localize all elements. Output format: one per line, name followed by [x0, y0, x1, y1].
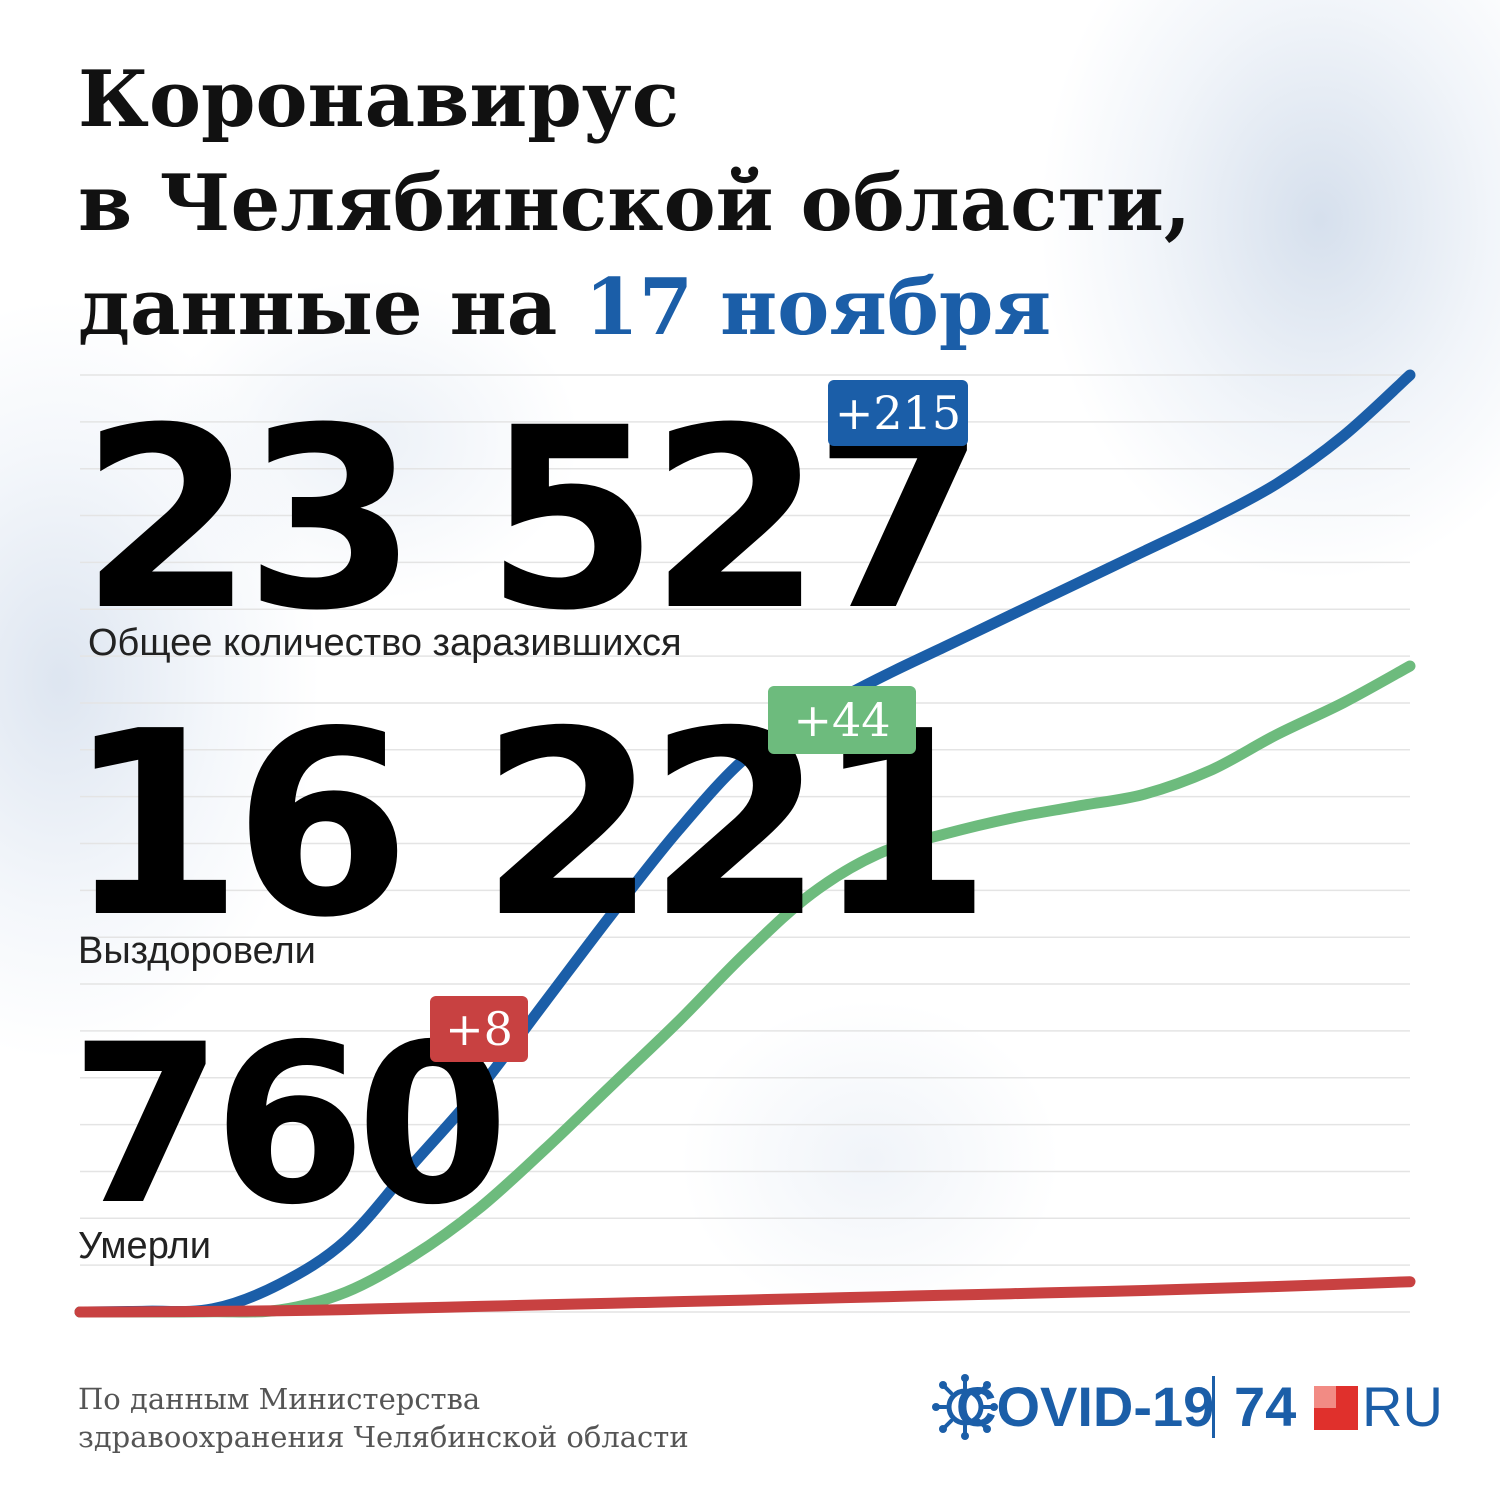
logo-74-text: 74 [1234, 1375, 1297, 1438]
source-note: По данным Министерства здравоохранения Ч… [78, 1380, 689, 1456]
cases-delta-badge: +215 [828, 380, 968, 446]
recovered-delta-badge: +44 [768, 686, 916, 754]
logo-ru-text: RU [1362, 1375, 1443, 1438]
recovered-label: Выздоровели [78, 930, 316, 972]
title-line-2: в Челябинской области, [78, 158, 1192, 249]
chart-series [74, 369, 1416, 1318]
title-date-highlight: 17 ноября [584, 262, 1052, 353]
source-line-2: здравоохранения Челябинской области [78, 1420, 689, 1454]
cases-label: Общее количество заразившихся [88, 622, 682, 664]
deaths-delta-badge: +8 [430, 996, 528, 1062]
source-line-1: По данным Министерства [78, 1382, 481, 1416]
virus-icon [932, 1374, 998, 1440]
chart-gridlines [80, 374, 1410, 1313]
logo-square-icon [1314, 1386, 1358, 1430]
recovered-series-line [74, 660, 1416, 1318]
title-line-3-prefix: данные на [78, 262, 585, 353]
cases-series-line [74, 369, 1416, 1318]
covid-74ru-logo: COVID-19 74 RU [932, 1372, 1452, 1442]
deaths-label: Умерли [78, 1225, 211, 1267]
deaths-series-line [74, 1276, 1416, 1318]
logo-covid-text: COVID-19 [956, 1375, 1215, 1438]
logo-divider [1212, 1376, 1215, 1438]
page-title: Коронавирус в Челябинской области, данны… [78, 48, 1191, 360]
title-line-1: Коронавирус [78, 54, 680, 145]
